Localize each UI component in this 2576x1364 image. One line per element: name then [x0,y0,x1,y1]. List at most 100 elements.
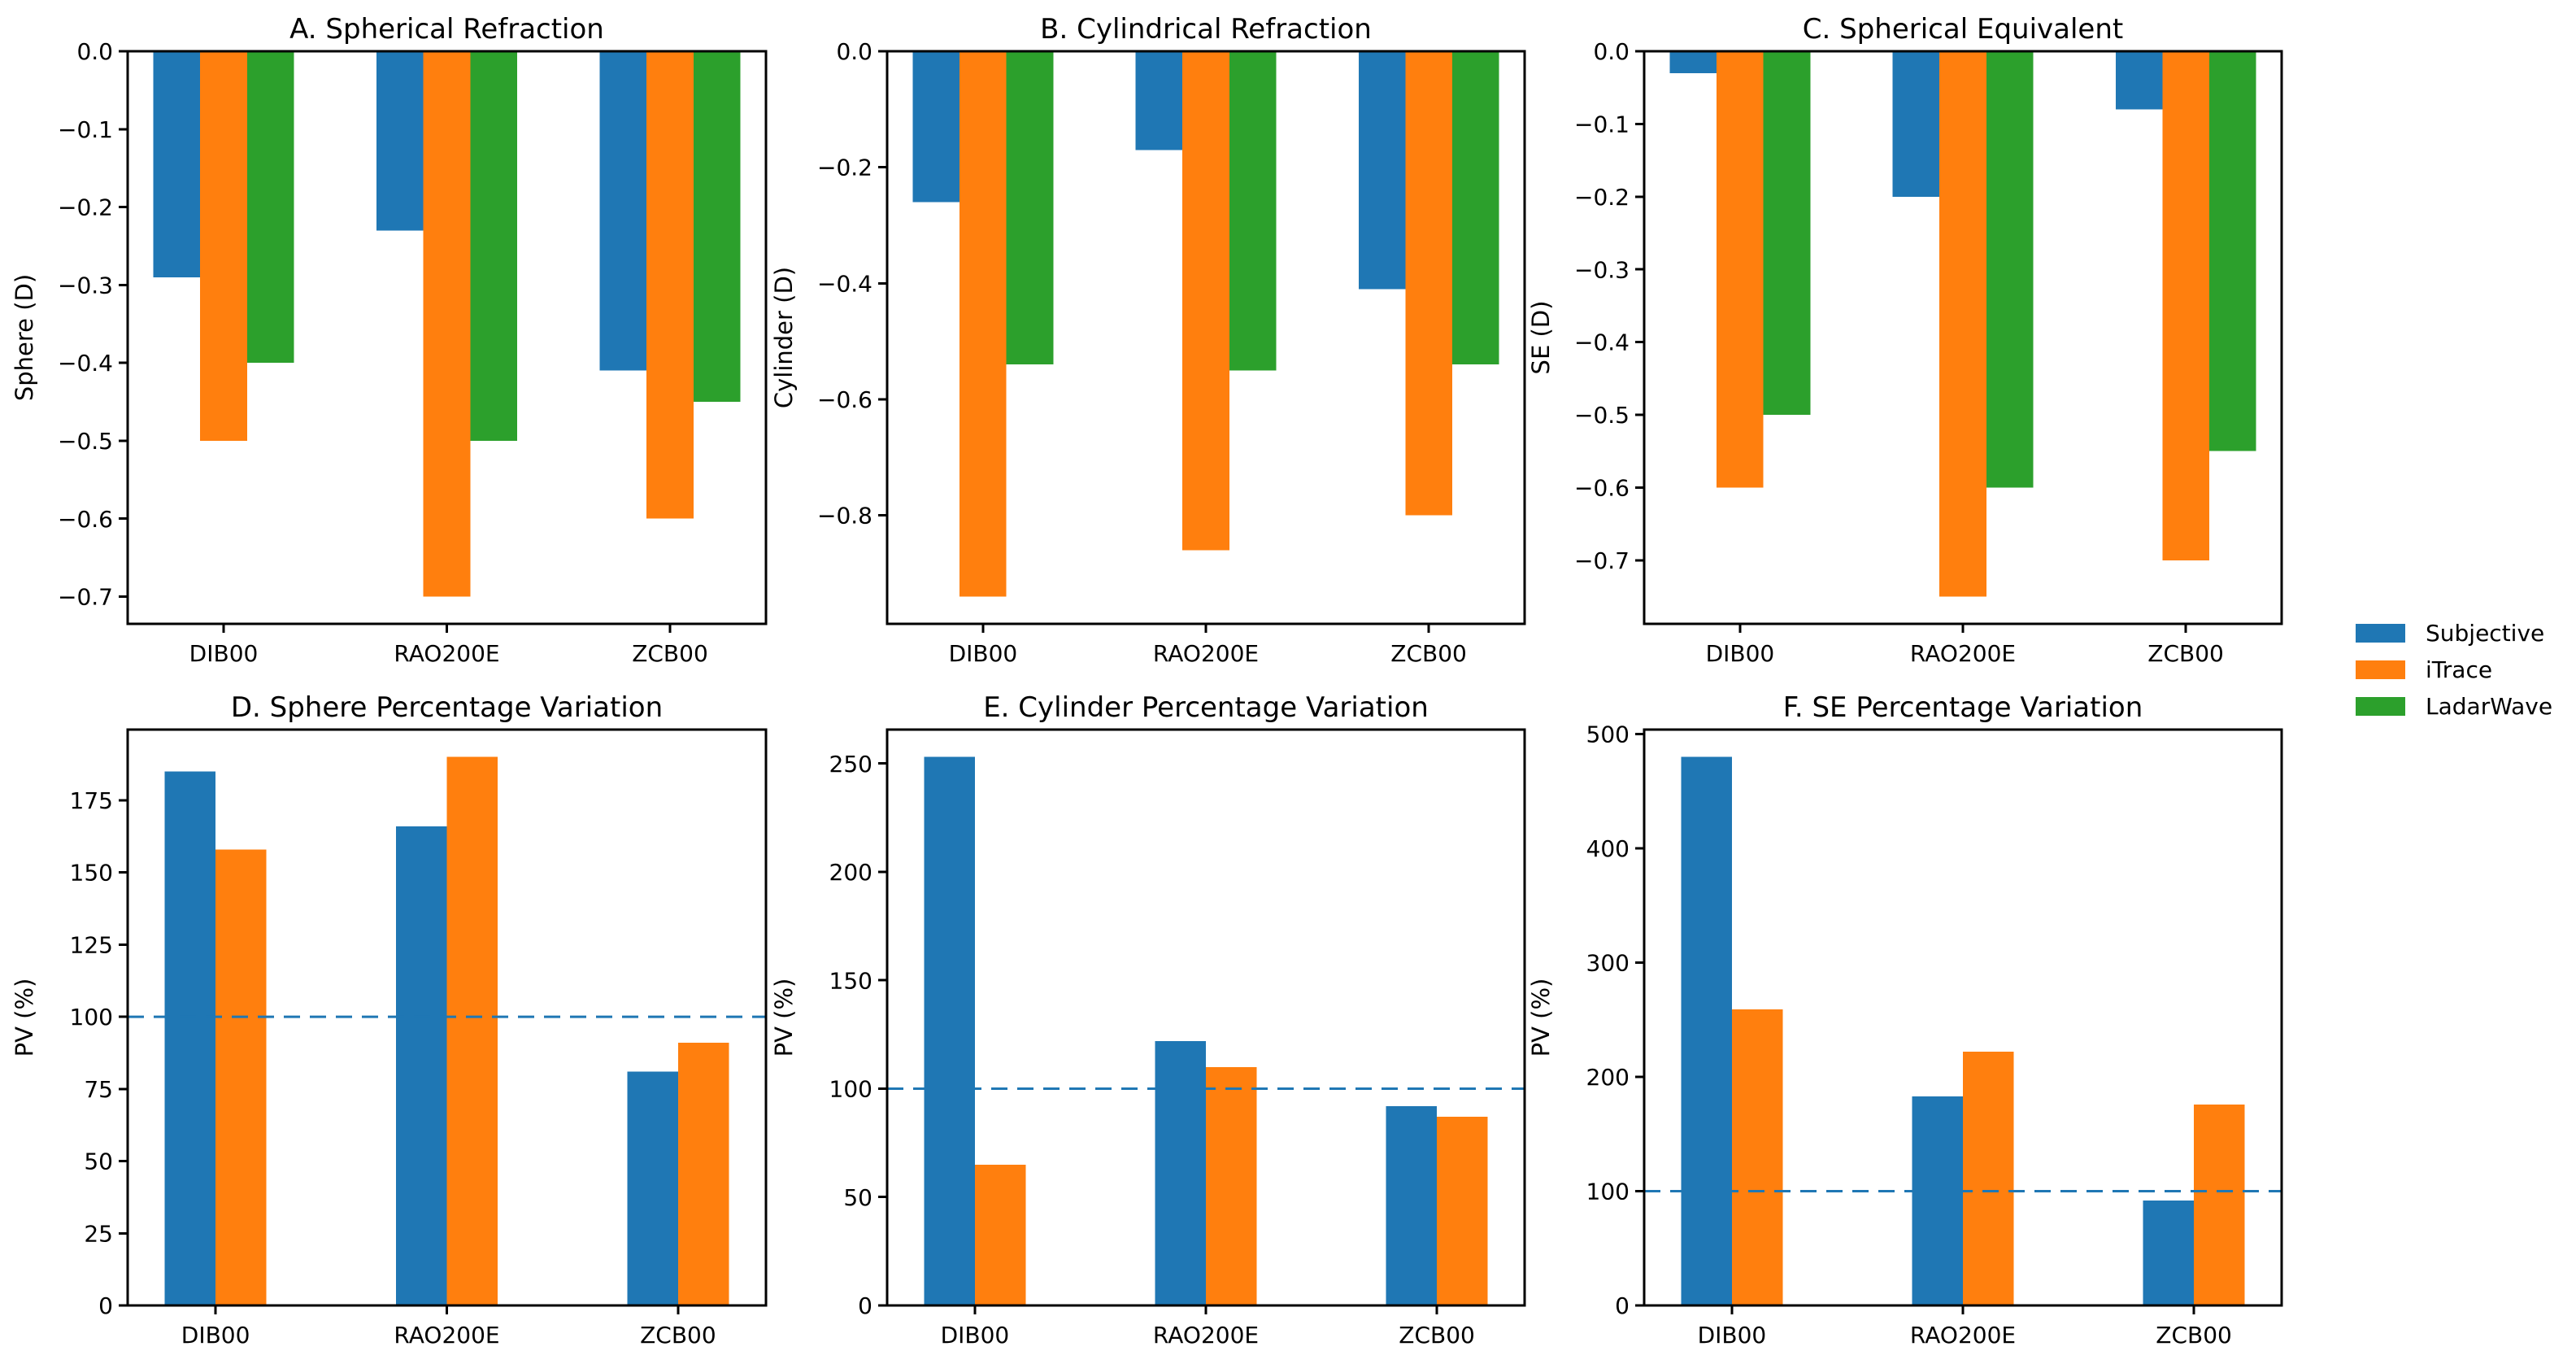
x-tick-label-rao200e: RAO200E [1153,640,1259,667]
subjective-bar-zcb00 [599,51,647,371]
subplot-title: B. Cylindrical Refraction [1040,13,1372,46]
itrace-bar-rao200e [1206,1066,1257,1305]
subjective-bar-zcb00 [1386,1105,1438,1305]
subplot-title: E. Cylinder Percentage Variation [983,691,1429,724]
subjective-bar-rao200e [1155,1040,1206,1305]
y-axis-label: PV (%) [1527,978,1555,1057]
y-tick-label: 0.0 [76,38,113,65]
y-tick-label: 0 [858,1292,872,1319]
y-tick-label: −0.4 [1574,329,1630,356]
x-tick-label-zcb00: ZCB00 [2156,1322,2232,1349]
subjective-bar-dib00 [164,771,216,1305]
y-tick-label: 50 [843,1184,872,1211]
legend-swatch-ladarwave [2356,697,2405,716]
y-tick-label: −0.2 [58,194,113,221]
y-tick-label: 100 [829,1076,872,1103]
y-axis-label: PV (%) [11,978,38,1057]
legend-item-itrace: iTrace [2356,656,2552,683]
y-tick-label: 500 [1586,721,1630,748]
y-tick-label: 150 [70,860,113,887]
subjective-bar-dib00 [912,51,960,203]
y-axis-label: SE (D) [1527,301,1555,375]
y-tick-label: 150 [829,967,872,994]
x-tick-label-rao200e: RAO200E [394,1322,499,1349]
y-tick-label: 200 [829,859,872,886]
itrace-bar-dib00 [200,51,247,441]
subjective-bar-zcb00 [2115,51,2163,110]
itrace-bar-zcb00 [2194,1104,2245,1305]
itrace-bar-rao200e [1182,51,1229,551]
y-tick-label: 125 [70,932,113,959]
legend-swatch-subjective [2356,624,2405,643]
subjective-bar-zcb00 [627,1071,678,1305]
subplot-title: F. SE Percentage Variation [1783,691,2143,724]
y-tick-label: 400 [1586,835,1630,862]
ladarwave-bar-dib00 [1006,51,1054,365]
ladarwave-bar-dib00 [246,51,294,364]
legend-label-ladarwave: LadarWave [2426,692,2553,720]
y-tick-label: −0.4 [817,270,872,297]
y-tick-label: 0.0 [836,38,872,65]
x-tick-label-rao200e: RAO200E [1910,1322,2016,1349]
itrace-bar-dib00 [215,849,267,1305]
y-tick-label: 25 [84,1220,113,1247]
y-tick-label: 0 [98,1292,113,1319]
subjective-bar-rao200e [1135,51,1183,150]
subjective-bar-dib00 [924,756,975,1305]
subjective-bar-rao200e [376,51,424,231]
y-tick-label: −0.8 [817,503,872,529]
x-tick-label-dib00: DIB00 [941,1322,1010,1349]
x-tick-label-rao200e: RAO200E [1153,1322,1259,1349]
subjective-bar-rao200e [1912,1096,1963,1305]
y-tick-label: −0.4 [58,350,113,377]
subjective-bar-dib00 [1681,756,1732,1305]
itrace-bar-rao200e [446,756,498,1305]
y-tick-label: −0.3 [1574,256,1630,283]
y-tick-label: 0 [1615,1292,1630,1319]
subjective-bar-rao200e [395,826,447,1305]
ladarwave-bar-dib00 [1763,51,1811,415]
legend-swatch-itrace [2356,660,2405,679]
y-tick-label: −0.1 [58,116,113,143]
itrace-bar-zcb00 [646,51,694,519]
x-tick-label-rao200e: RAO200E [1910,640,2016,667]
x-tick-label-dib00: DIB00 [1698,1322,1767,1349]
subjective-bar-dib00 [1669,51,1717,73]
y-tick-label: 250 [829,751,872,778]
y-tick-label: 75 [84,1076,113,1103]
y-axis-label: PV (%) [770,978,798,1057]
ladarwave-bar-rao200e [1229,51,1277,371]
x-tick-label-zcb00: ZCB00 [1390,640,1467,667]
itrace-bar-dib00 [959,51,1007,597]
itrace-bar-rao200e [1939,51,1986,597]
x-tick-label-dib00: DIB00 [189,640,259,667]
subjective-bar-zcb00 [1358,51,1406,290]
y-tick-label: 100 [1586,1179,1630,1205]
y-tick-label: −0.3 [58,272,113,299]
subplot-title: C. Spherical Equivalent [1803,13,2123,46]
ladarwave-bar-rao200e [1986,51,2034,488]
itrace-bar-rao200e [423,51,471,597]
x-tick-label-zcb00: ZCB00 [632,640,708,667]
x-tick-label-dib00: DIB00 [949,640,1018,667]
subjective-bar-rao200e [1892,51,1940,197]
legend-item-ladarwave: LadarWave [2356,692,2553,720]
y-axis-label: Sphere (D) [11,274,38,401]
legend-label-itrace: iTrace [2426,656,2493,683]
itrace-bar-zcb00 [677,1043,729,1305]
y-tick-label: 200 [1586,1064,1630,1091]
itrace-bar-rao200e [1963,1052,2014,1305]
itrace-bar-dib00 [974,1164,1026,1305]
y-tick-label: 50 [84,1148,113,1175]
x-tick-label-dib00: DIB00 [1706,640,1775,667]
y-tick-label: −0.6 [58,506,113,533]
legend-item-subjective: Subjective [2356,621,2552,644]
